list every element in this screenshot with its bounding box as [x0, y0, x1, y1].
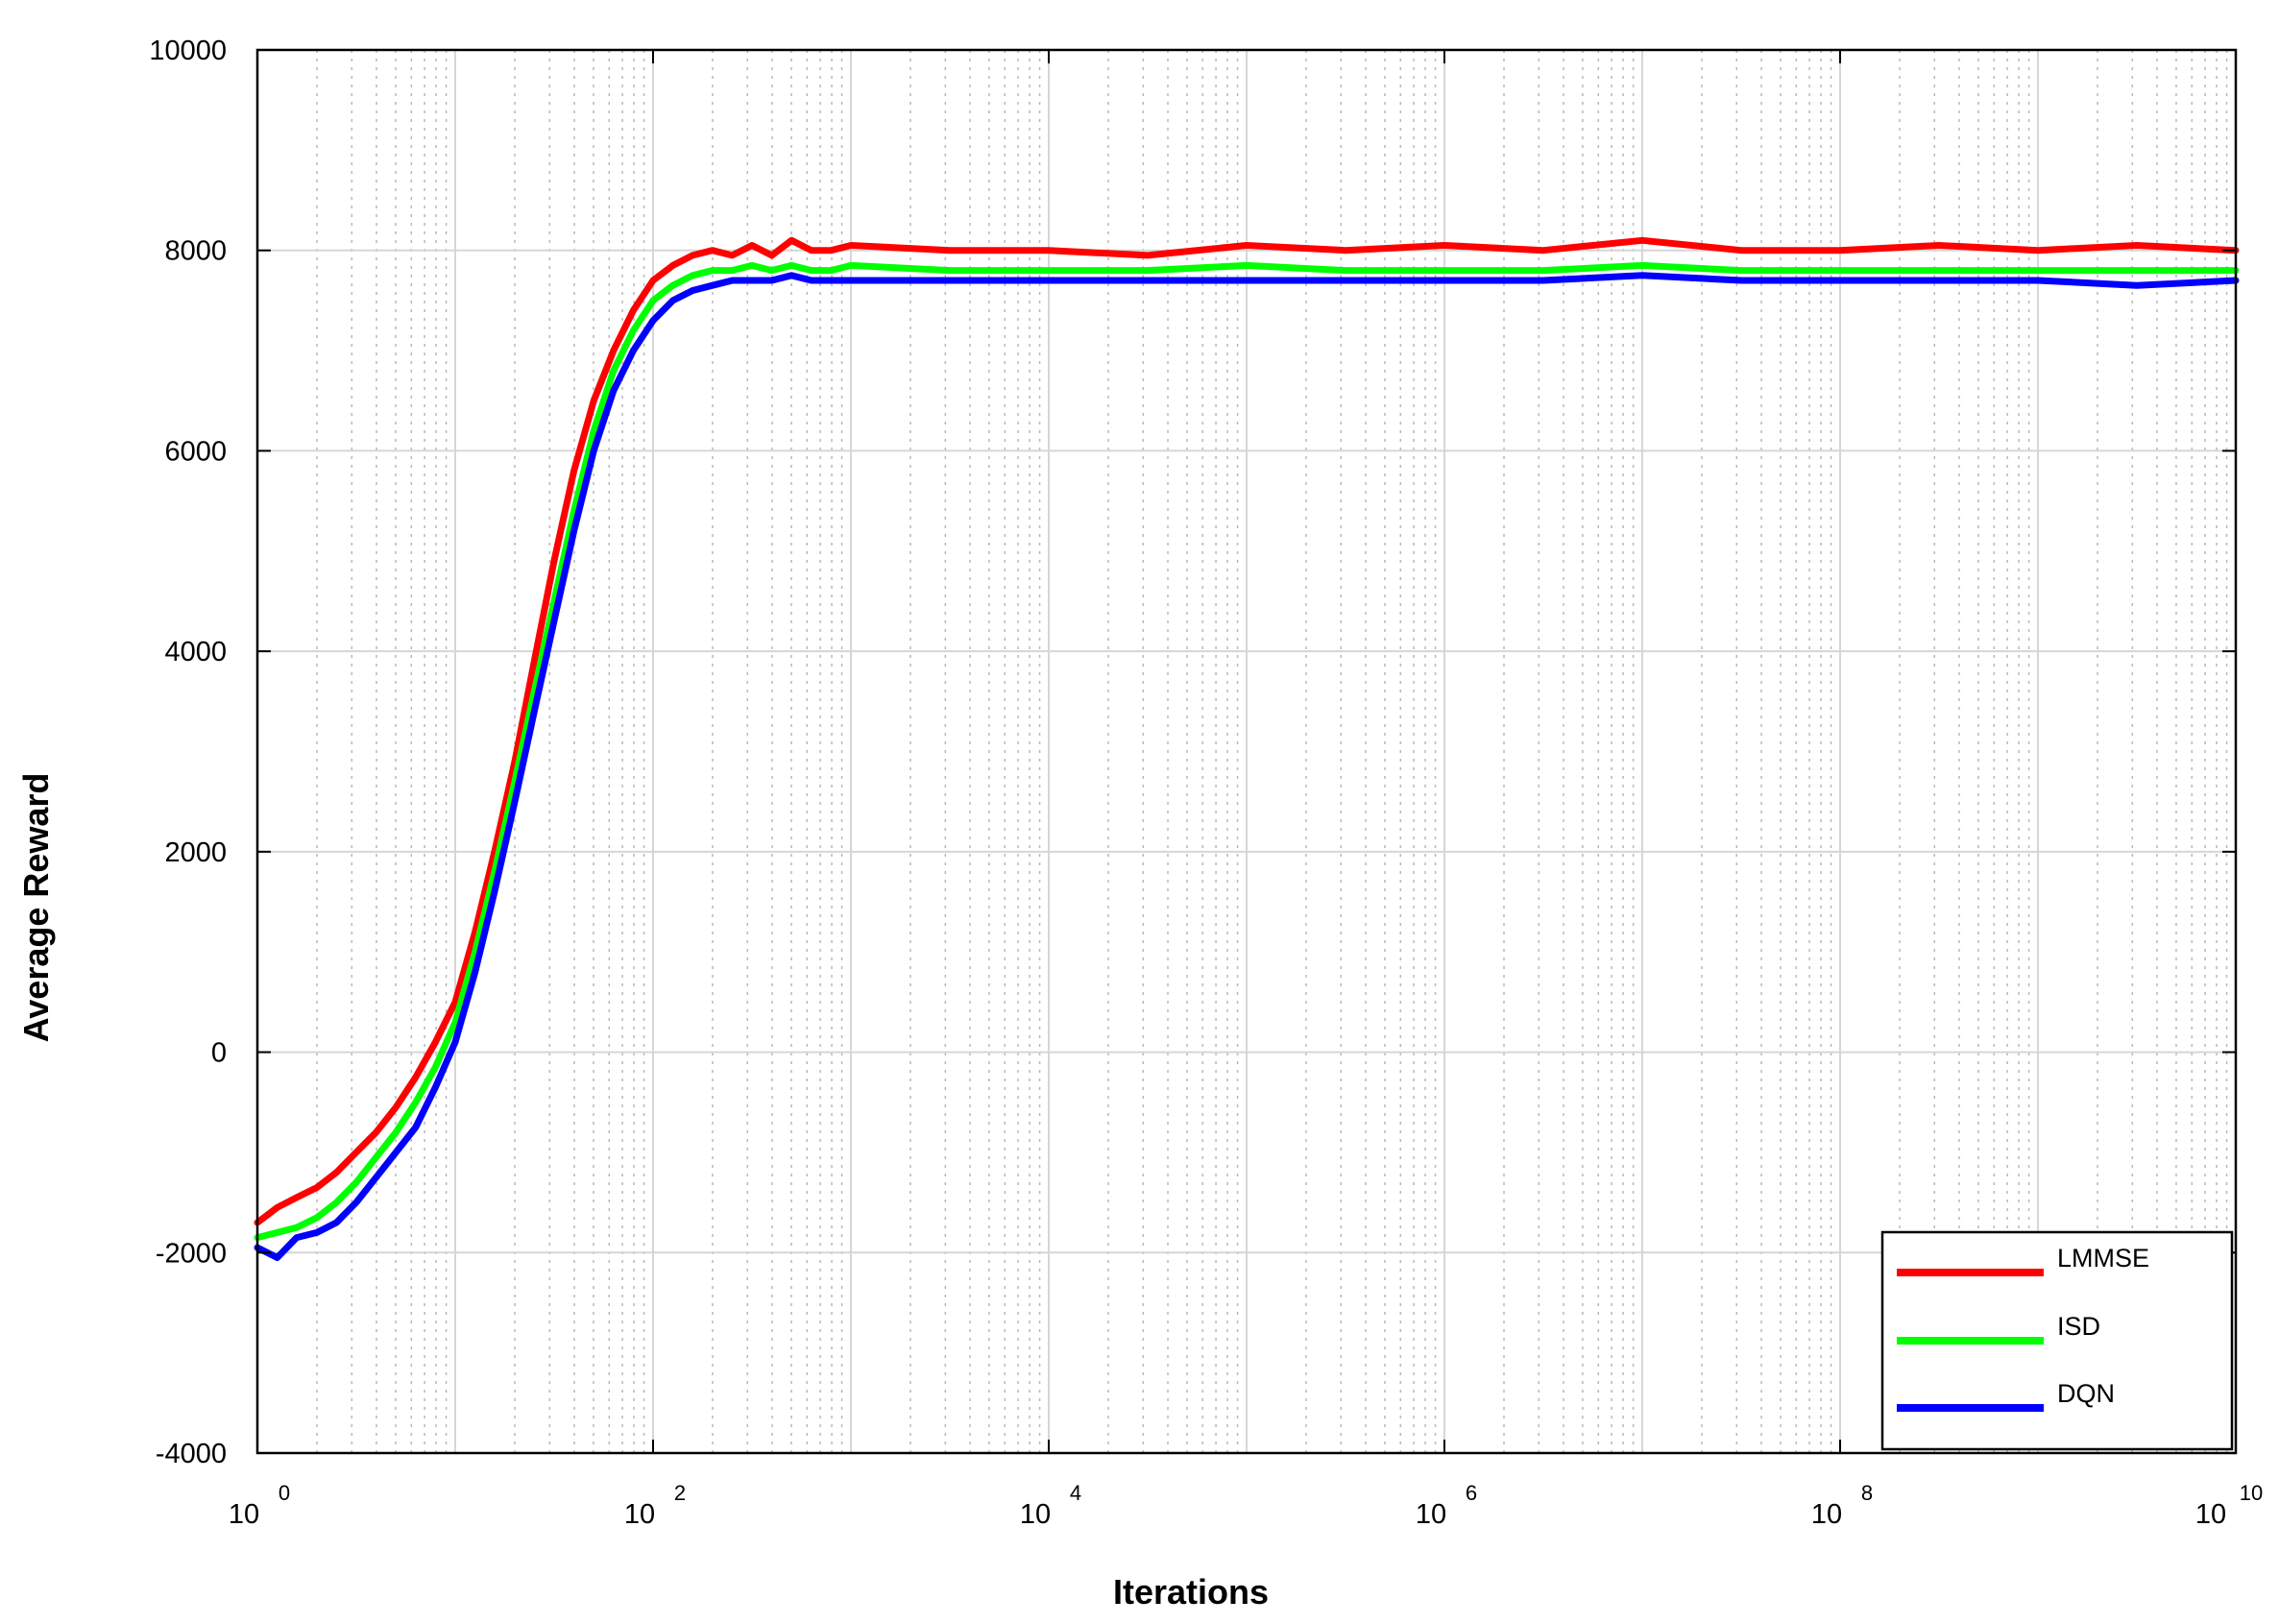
y-axis-title: Average Reward: [16, 773, 56, 1043]
series-line-lmmse: [254, 236, 2240, 1226]
x-tick-label-base: 10: [1811, 1499, 1842, 1530]
x-axis-title: Iterations: [1113, 1572, 1269, 1612]
legend-label-lmmse: LMMSE: [2057, 1244, 2149, 1273]
x-tick-labels: 10 0 10 2 10 4 10 6 10 8 10 10: [229, 1481, 2263, 1530]
x-tick-label-exponent: 10: [2240, 1481, 2263, 1505]
y-tick-labels: 10000 8000 6000 4000 2000 0 -2000 -4000: [149, 36, 227, 1469]
axis-ticks: [256, 49, 2237, 1454]
x-tick-label-exponent: 8: [1861, 1481, 1873, 1505]
y-tick-label: -4000: [156, 1439, 227, 1469]
y-tick-label: 2000: [164, 837, 227, 868]
x-tick-label-exponent: 4: [1070, 1481, 1081, 1505]
y-tick-label: 6000: [164, 436, 227, 467]
x-tick-label-base: 10: [2195, 1499, 2226, 1530]
x-tick-label-base: 10: [1416, 1499, 1446, 1530]
series-lines: [254, 236, 2240, 1261]
grid: [257, 50, 2236, 1453]
x-tick-label-exponent: 2: [674, 1481, 686, 1505]
y-tick-label: -2000: [156, 1238, 227, 1269]
y-tick-label: 4000: [164, 637, 227, 667]
legend-label-dqn: DQN: [2057, 1379, 2115, 1408]
x-tick-label-exponent: 6: [1466, 1481, 1477, 1505]
series-line-dqn: [254, 272, 2240, 1261]
x-tick-label-base: 10: [229, 1499, 259, 1530]
x-tick-label-base: 10: [624, 1499, 655, 1530]
series-line-isd: [254, 261, 2240, 1242]
x-tick-label-exponent: 0: [279, 1481, 290, 1505]
y-tick-label: 10000: [149, 36, 227, 66]
y-tick-label: 0: [211, 1038, 227, 1069]
legend-box: [1880, 1230, 2234, 1451]
plot-area-frame: [255, 48, 2238, 1455]
legend-label-isd: ISD: [2057, 1312, 2100, 1341]
y-tick-label: 8000: [164, 236, 227, 267]
legend: LMMSE ISD DQN: [1880, 1230, 2234, 1451]
x-tick-label-base: 10: [1020, 1499, 1051, 1530]
